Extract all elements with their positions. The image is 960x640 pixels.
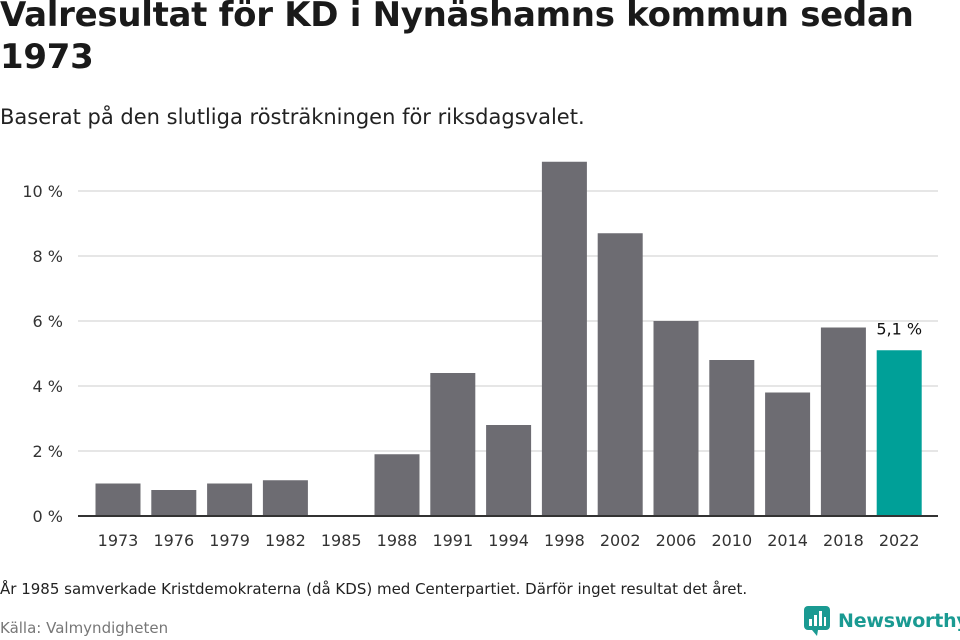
y-tick-label: 0 %	[33, 507, 63, 526]
x-tick-label: 1988	[377, 531, 418, 550]
data-label-2022: 5,1 %	[876, 319, 922, 338]
y-tick-label: 8 %	[33, 247, 63, 266]
chart-subtitle: Baserat på den slutliga rösträkningen fö…	[0, 105, 585, 129]
bar-chart: 0 %2 %4 %6 %8 %10 % 5,1 % 1973 1976 1979 19…	[22, 161, 938, 550]
x-tick-label: 1991	[432, 531, 473, 550]
x-tick-label: 2002	[600, 531, 641, 550]
footnote: År 1985 samverkade Kristdemokraterna (då…	[0, 580, 748, 598]
y-tick-label: 10 %	[22, 182, 63, 201]
x-axis-ticks: 1973 1976 1979 1982 1985 1988 1991 1994 1998 2002…	[98, 531, 920, 550]
bar-1998	[541, 161, 587, 516]
x-tick-label: 1976	[153, 531, 194, 550]
bar-1982	[262, 480, 308, 516]
x-tick-label: 1985	[321, 531, 362, 550]
bar-2018	[820, 327, 866, 516]
bar-2010	[709, 360, 755, 516]
x-tick-label: 2006	[656, 531, 697, 550]
bars: 5,1 %	[95, 161, 922, 516]
x-tick-label: 2022	[879, 531, 920, 550]
bar-2002	[597, 233, 643, 516]
bar-1994	[486, 425, 532, 516]
bar-2006	[653, 321, 699, 516]
x-tick-label: 1973	[98, 531, 139, 550]
brand-name: Newsworthy	[838, 610, 960, 632]
bar-1991	[430, 373, 476, 516]
x-tick-label: 2014	[767, 531, 808, 550]
x-tick-label: 1982	[265, 531, 306, 550]
x-tick-label: 1994	[488, 531, 529, 550]
bar-1979	[207, 483, 253, 516]
x-tick-label: 2018	[823, 531, 864, 550]
chart-title: Valresultat för KD i Nynäshamns kommun s…	[0, 0, 914, 77]
x-tick-label: 1979	[209, 531, 250, 550]
bar-2014	[765, 392, 811, 516]
x-tick-label: 1998	[544, 531, 585, 550]
y-axis-ticks: 0 % 2 % 4 % 6 % 8 % 10 %	[22, 182, 63, 526]
bar-1973	[95, 483, 141, 516]
y-tick-label: 2 %	[33, 442, 63, 461]
bar-1976	[151, 490, 197, 516]
x-tick-label: 2010	[711, 531, 752, 550]
bar-2022	[876, 350, 922, 516]
source-credit: Källa: Valmyndigheten	[0, 619, 169, 637]
y-tick-label: 4 %	[33, 377, 63, 396]
bar-1988	[374, 454, 420, 516]
newsworthy-logo-icon	[804, 606, 830, 636]
y-tick-label: 6 %	[33, 312, 63, 331]
brand-logo[interactable]: Newsworthy	[804, 606, 960, 636]
